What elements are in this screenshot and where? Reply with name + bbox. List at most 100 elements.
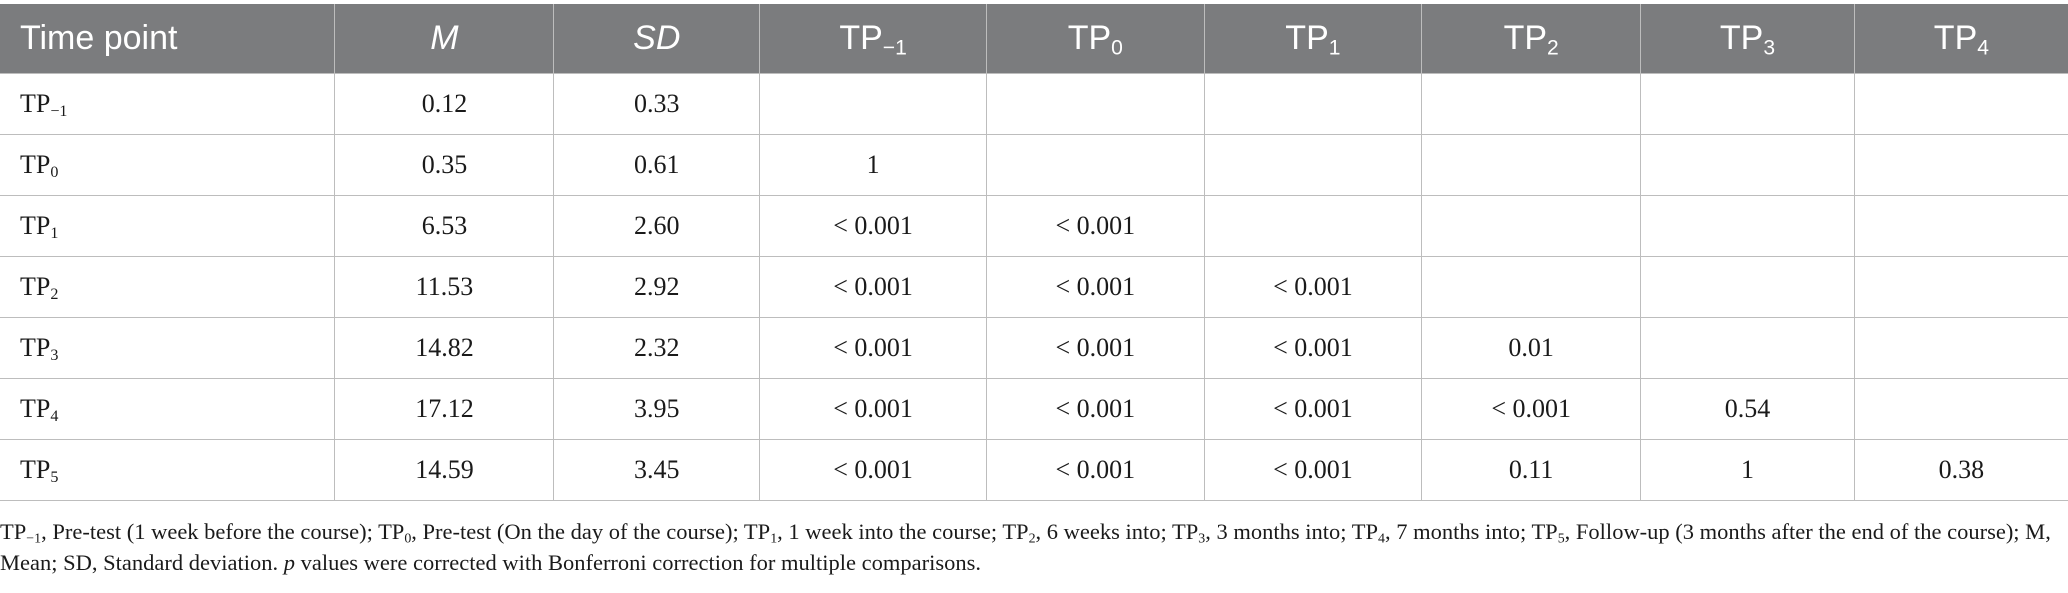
p-value-cell: < 0.001 [1203, 439, 1422, 501]
p-value-cell [1421, 256, 1641, 318]
time-point-cell: TP3 [0, 317, 335, 379]
p-value-cell: < 0.001 [759, 439, 987, 501]
footnote-term: TP−1 [0, 519, 42, 547]
time-point-cell: TP0 [0, 134, 335, 196]
p-value-cell [1203, 134, 1422, 196]
p-value-cell [1203, 195, 1422, 257]
mean-cell: 14.82 [334, 317, 554, 379]
p-value-cell: 0.54 [1640, 378, 1855, 440]
p-value-cell [1640, 195, 1855, 257]
sd-cell: 0.33 [553, 73, 760, 135]
p-value-cell: 0.11 [1421, 439, 1641, 501]
header-tp-col: TP0 [985, 4, 1205, 74]
p-value-cell [1640, 317, 1855, 379]
p-value-cell: < 0.001 [985, 256, 1205, 318]
table-row: TP5 14.59 3.45 < 0.001 < 0.001 < 0.001 0.11 1 0.… [0, 439, 2068, 501]
mean-cell: 0.35 [334, 134, 554, 196]
p-value-cell: 1 [1640, 439, 1855, 501]
header-tp-col: TP4 [1853, 4, 2068, 74]
p-value-cell [1853, 317, 2068, 379]
p-value-cell: 0.01 [1421, 317, 1641, 379]
time-point-cell: TP4 [0, 378, 335, 440]
header-row: Time point M SD TP−1 TP0 TP1 TP2 TP3 TP4 [0, 4, 2068, 74]
header-time-point: Time point [0, 4, 335, 74]
table-row: TP0 0.35 0.61 1 [0, 134, 2068, 196]
sd-cell: 2.60 [553, 195, 760, 257]
p-value-cell: < 0.001 [985, 317, 1205, 379]
p-value-cell [1203, 73, 1422, 135]
header-sd: SD [553, 4, 760, 74]
p-value-cell [985, 134, 1205, 196]
footnote-definition: , Pre-test (On the day of the course); [411, 519, 744, 544]
p-value-cell [1853, 195, 2068, 257]
p-value-cell: < 0.001 [985, 378, 1205, 440]
p-value-cell: 1 [759, 134, 987, 196]
header-tp-col: TP2 [1421, 4, 1641, 74]
table-row: TP3 14.82 2.32 < 0.001 < 0.001 < 0.001 0.01 [0, 317, 2068, 379]
header-mean: M [334, 4, 554, 74]
footnote-term: TP4 [1351, 519, 1385, 547]
table-row: TP1 6.53 2.60 < 0.001 < 0.001 [0, 195, 2068, 257]
footnote-definition: , 6 weeks into; [1035, 519, 1172, 544]
footnote-tail: values were corrected with Bonferroni co… [294, 550, 981, 575]
footnote-definition: , 1 week into the course; [777, 519, 1003, 544]
time-point-cell: TP1 [0, 195, 335, 257]
p-value-cell: < 0.001 [759, 195, 987, 257]
p-value-cell: 0.38 [1853, 439, 2068, 501]
p-value-cell [1853, 134, 2068, 196]
p-value-cell: < 0.001 [985, 439, 1205, 501]
mean-cell: 6.53 [334, 195, 554, 257]
time-point-cell: TP−1 [0, 73, 335, 135]
p-value-cell: < 0.001 [985, 195, 1205, 257]
header-tp-col: TP1 [1203, 4, 1422, 74]
p-value-cell [1853, 378, 2068, 440]
p-value-cell: < 0.001 [759, 378, 987, 440]
table-footnote: TP−1, Pre-test (1 week before the course… [0, 516, 2060, 578]
p-value-cell: < 0.001 [759, 317, 987, 379]
footnote-definition: , 7 months into; [1384, 519, 1532, 544]
p-value-cell [1853, 73, 2068, 135]
header-tp-col: TP−1 [759, 4, 987, 74]
footnote-term: TP0 [378, 519, 412, 547]
footnote-definition: , Follow-up (3 months after the end of t… [0, 519, 2051, 575]
p-value-cell [1421, 134, 1641, 196]
p-value-cell: < 0.001 [1203, 378, 1422, 440]
table-body: TP−1 0.12 0.33 TP0 0.35 0.61 1 TP1 6.53 2.60 < 0.0… [0, 73, 2068, 501]
comparison-table: Time point M SD TP−1 TP0 TP1 TP2 TP3 TP4… [0, 4, 2068, 501]
sd-cell: 0.61 [553, 134, 760, 196]
p-value-cell [1853, 256, 2068, 318]
sd-cell: 2.92 [553, 256, 760, 318]
mean-cell: 11.53 [334, 256, 554, 318]
p-value-cell: < 0.001 [759, 256, 987, 318]
header-tp-col: TP3 [1640, 4, 1855, 74]
table-row: TP−1 0.12 0.33 [0, 73, 2068, 135]
footnote-p-symbol: p [283, 550, 295, 575]
p-value-cell [1640, 73, 1855, 135]
table-row: TP2 11.53 2.92 < 0.001 < 0.001 < 0.001 [0, 256, 2068, 318]
p-value-cell: < 0.001 [1203, 256, 1422, 318]
footnote-term: TP3 [1172, 519, 1206, 547]
p-value-cell [1640, 134, 1855, 196]
p-value-cell [1421, 73, 1641, 135]
time-point-cell: TP5 [0, 439, 335, 501]
sd-cell: 2.32 [553, 317, 760, 379]
table-wrapper: Time point M SD TP−1 TP0 TP1 TP2 TP3 TP4… [0, 4, 2068, 501]
p-value-cell [985, 73, 1205, 135]
mean-cell: 0.12 [334, 73, 554, 135]
p-value-cell: < 0.001 [1203, 317, 1422, 379]
p-value-cell [1640, 256, 1855, 318]
sd-cell: 3.45 [553, 439, 760, 501]
mean-cell: 17.12 [334, 378, 554, 440]
footnote-term: TP1 [743, 519, 778, 547]
table-row: TP4 17.12 3.95 < 0.001 < 0.001 < 0.001 < 0.001… [0, 378, 2068, 440]
time-point-cell: TP2 [0, 256, 335, 318]
footnote-definition: , 3 months into; [1205, 519, 1352, 544]
sd-cell: 3.95 [553, 378, 760, 440]
p-value-cell [1421, 195, 1641, 257]
footnote-term: TP5 [1531, 519, 1565, 547]
footnote-definition: , Pre-test (1 week before the course); [41, 519, 379, 544]
footnote-term: TP2 [1002, 519, 1036, 547]
p-value-cell [759, 73, 987, 135]
mean-cell: 14.59 [334, 439, 554, 501]
p-value-cell: < 0.001 [1421, 378, 1641, 440]
